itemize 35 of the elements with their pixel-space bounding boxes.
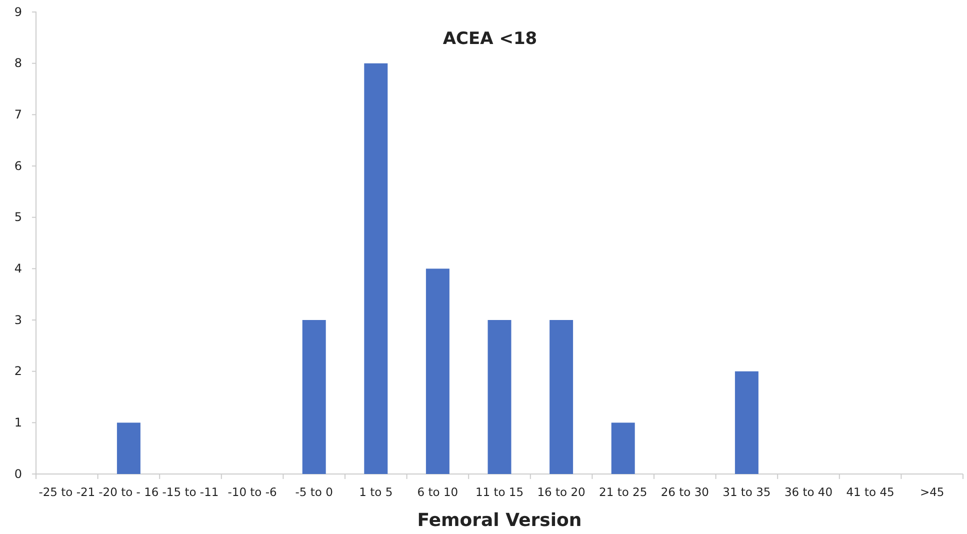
bar [550,320,574,474]
y-tick-label: 4 [14,262,22,276]
bar [734,371,758,474]
y-tick-label: 0 [14,466,22,481]
x-tick-label: 36 to 40 [784,485,833,499]
y-tick-label: 5 [14,210,22,224]
y-tick-label: 1 [14,416,22,430]
x-tick-label: -20 to - 16 [98,485,159,499]
x-tick-label: 41 to 45 [846,485,894,499]
x-tick-label: 16 to 20 [537,485,586,499]
y-tick-label: 2 [14,364,22,378]
x-tick-label: -10 to -6 [228,485,277,499]
x-tick-label: 31 to 35 [722,485,771,499]
y-tick-label: 8 [14,56,22,70]
x-tick-label: 6 to 10 [417,485,458,499]
y-tick-label: 6 [14,158,22,173]
bar [302,320,326,474]
bar [611,422,635,474]
bar [364,63,388,474]
y-tick-label: 9 [14,4,22,19]
x-tick-label: 11 to 15 [475,485,524,499]
x-tick-label: -15 to -11 [162,485,219,499]
x-tick-label: 21 to 25 [599,485,648,499]
y-tick-label: 3 [14,312,22,327]
y-tick-label: 7 [14,108,22,122]
bar [116,422,140,474]
x-tick-label: >45 [920,485,944,499]
x-tick-label: -25 to -21 [38,485,96,499]
text: ACEA <18 [442,29,538,49]
x-tick-label: -5 to 0 [295,485,333,499]
x-axis-title: Femoral Version [417,510,582,531]
x-tick-label: 1 to 5 [359,485,393,499]
bar [426,268,450,474]
x-tick-label: 26 to 30 [660,485,709,499]
bar [488,320,512,474]
